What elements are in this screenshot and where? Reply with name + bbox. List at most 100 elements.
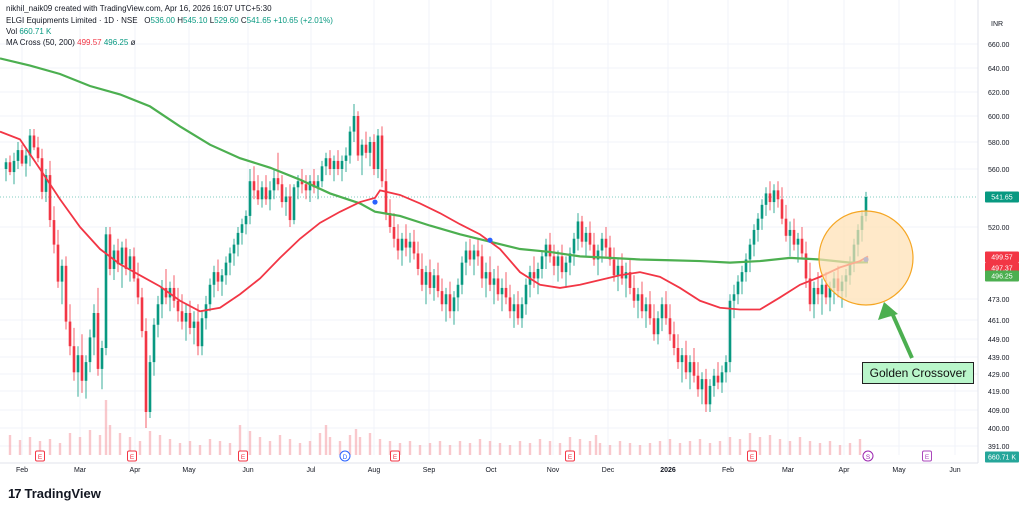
ohlc-line: ELGI Equipments Limited · 1D · NSE O536.… (6, 16, 333, 25)
candle-body (652, 318, 656, 335)
volume-bar (788, 441, 792, 455)
candle-body (364, 144, 368, 153)
visibility-icon[interactable]: ø (130, 38, 136, 47)
volume-bar (658, 441, 662, 455)
volume-bar (698, 439, 702, 455)
candle-body (760, 204, 764, 219)
candle-body (396, 238, 400, 251)
close-value: 541.65 (246, 16, 272, 25)
candle-body (764, 193, 768, 205)
volume-bar (768, 435, 772, 455)
volume-bar (118, 433, 122, 455)
candle-body (820, 284, 824, 295)
brand-name: TradingView (24, 486, 101, 501)
candle-body (52, 220, 56, 245)
candle-body (380, 135, 384, 182)
candle-body (256, 190, 260, 200)
candle-body (648, 304, 652, 319)
volume-bar (358, 437, 362, 455)
candle-body (488, 272, 492, 285)
candle-body (664, 304, 668, 319)
volume-bar (248, 431, 252, 455)
candle-body (188, 313, 192, 328)
candle-body (252, 181, 256, 191)
candle-body (688, 362, 692, 373)
volume-bar (528, 443, 532, 455)
ma50-line (0, 130, 869, 313)
volume-bar (104, 400, 108, 455)
volume-bar (158, 435, 162, 455)
ma-cross-label: MA Cross (50, 200) (6, 38, 75, 47)
event-marker-icon (862, 450, 874, 462)
candle-body (44, 175, 48, 192)
volume-bar (468, 443, 472, 455)
volume-bar (258, 437, 262, 455)
golden-crossover-callout: Golden Crossover (862, 362, 974, 384)
candle-body (748, 244, 752, 260)
candle-body (540, 256, 544, 269)
candle-body (640, 294, 644, 312)
candle-body (224, 262, 228, 276)
volume-bar (198, 445, 202, 455)
candle-body (284, 196, 288, 203)
candle-body (84, 362, 88, 381)
volume-bar (268, 441, 272, 455)
candle-body (412, 241, 416, 254)
ma-cross-line[interactable]: MA Cross (50, 200) 499.57 496.25 ø (6, 38, 135, 47)
volume-bar (848, 443, 852, 455)
candle-body (496, 278, 500, 295)
candle-body (260, 187, 264, 200)
candle-body (156, 304, 160, 325)
candle-body (472, 250, 476, 260)
candle-body (288, 196, 292, 221)
candle-body (400, 238, 404, 251)
candle-body (788, 229, 792, 236)
candle-body (612, 259, 616, 276)
y-tick-label: 640.00 (988, 66, 1010, 73)
candle-body (348, 131, 352, 156)
candle-body (444, 294, 448, 305)
candle-body (388, 213, 392, 227)
volume-bar (148, 431, 152, 455)
volume-bar (578, 439, 582, 455)
candle-body (424, 272, 428, 285)
x-tick-label: Apr (130, 467, 142, 474)
candle-body (220, 275, 224, 282)
volume-bar (178, 443, 182, 455)
candle-body (276, 178, 280, 185)
candle-body (372, 142, 376, 169)
candle-body (756, 218, 760, 230)
volume-bar (688, 441, 692, 455)
candle-body (636, 294, 640, 301)
candle-body (184, 313, 188, 322)
candle-body (108, 234, 112, 269)
candle-body (324, 158, 328, 167)
candle-body (800, 238, 804, 254)
volume-label: Vol (6, 27, 18, 36)
candle-body (152, 324, 156, 363)
x-tick-label: Jun (949, 467, 960, 474)
candle-body (76, 355, 80, 373)
candle-body (768, 193, 772, 203)
candle-body (476, 250, 480, 257)
y-tick-label: 620.00 (988, 90, 1010, 97)
candle-body (828, 287, 832, 298)
candle-body (536, 268, 540, 279)
volume-bar (808, 441, 812, 455)
event-marker-label: E (241, 454, 246, 461)
x-tick-label: Feb (16, 467, 28, 474)
candle-body (136, 278, 140, 298)
candle-body (164, 287, 168, 298)
candle-body (328, 158, 332, 169)
volume-bar (388, 441, 392, 455)
tradingview-brand[interactable]: 17 TradingView (8, 486, 101, 501)
candle-body (604, 238, 608, 248)
y-tick-label: 660.00 (988, 42, 1010, 49)
event-marker-icon (922, 450, 932, 462)
candle-body (716, 375, 720, 383)
candle-body (192, 321, 196, 328)
event-marker-label: E (130, 454, 135, 461)
volume-bar (538, 439, 542, 455)
low-label: L (209, 16, 215, 25)
